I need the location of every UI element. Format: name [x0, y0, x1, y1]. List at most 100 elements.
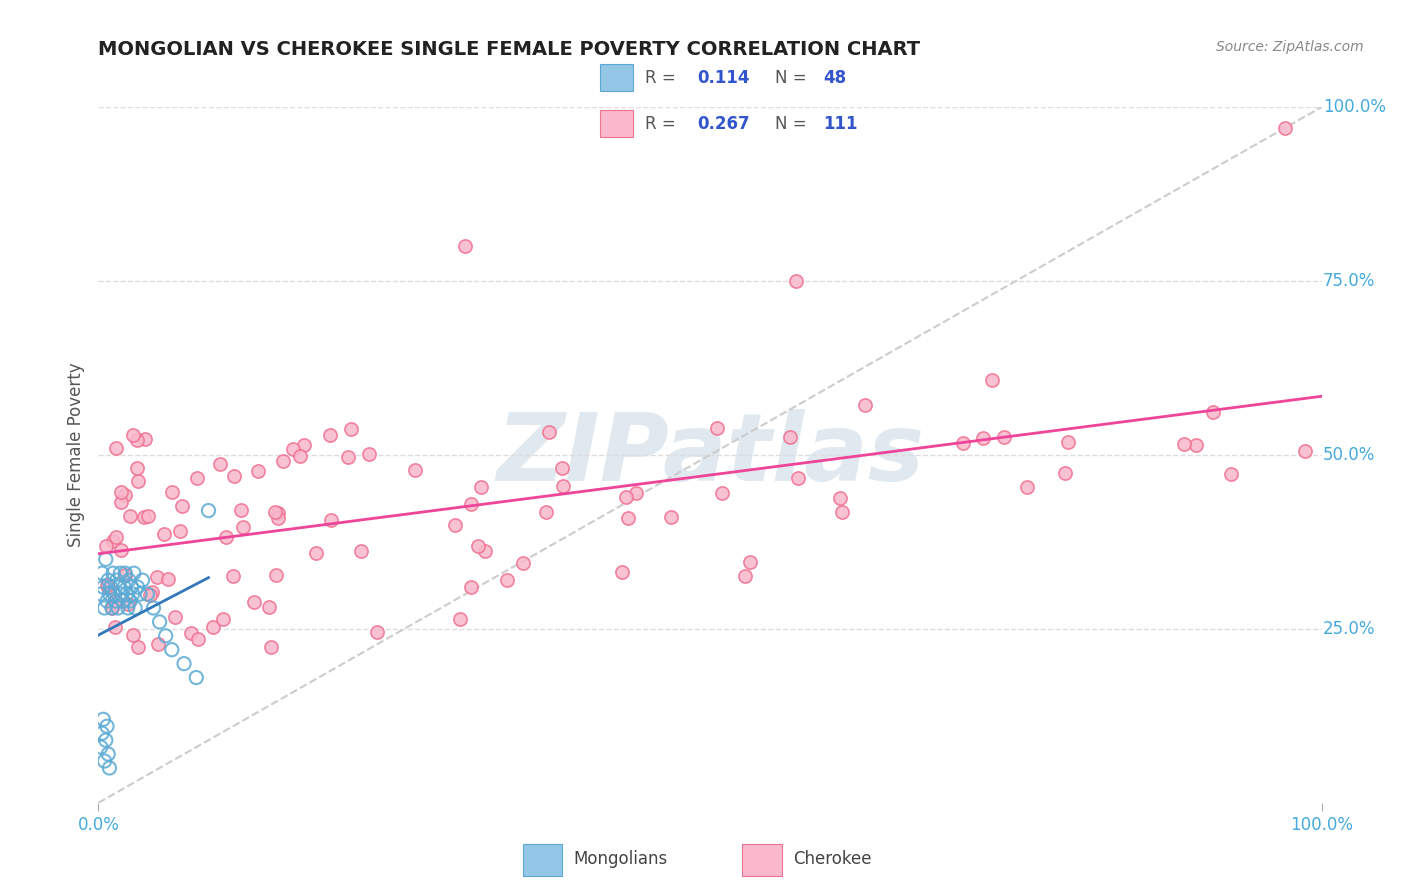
Point	[460, 580, 482, 594]
Point	[91, 566, 114, 581]
Point	[1220, 467, 1243, 481]
Point	[98, 761, 121, 775]
Text: MONGOLIAN VS CHEROKEE SINGLE FEMALE POVERTY CORRELATION CHART: MONGOLIAN VS CHEROKEE SINGLE FEMALE POVE…	[98, 40, 921, 59]
Point	[1053, 466, 1076, 480]
Point	[155, 629, 177, 643]
Point	[257, 600, 280, 615]
Point	[830, 491, 852, 506]
Point	[786, 471, 808, 485]
Text: 0.267: 0.267	[697, 115, 749, 133]
Point	[111, 594, 134, 608]
Point	[94, 539, 117, 553]
Point	[163, 609, 186, 624]
Point	[232, 520, 254, 534]
Point	[97, 573, 120, 587]
Point	[142, 601, 165, 615]
Point	[101, 597, 124, 611]
Point	[319, 428, 342, 442]
Point	[350, 544, 373, 558]
Point	[103, 587, 125, 601]
Point	[120, 594, 142, 608]
Point	[785, 274, 807, 288]
Point	[101, 601, 124, 615]
Point	[114, 568, 136, 582]
Point	[149, 615, 172, 629]
Point	[122, 566, 145, 581]
Point	[738, 555, 761, 569]
Point	[120, 580, 142, 594]
Point	[98, 587, 121, 601]
Point	[93, 601, 115, 615]
Point	[281, 442, 304, 457]
Point	[105, 573, 128, 587]
FancyBboxPatch shape	[742, 844, 782, 876]
Point	[993, 430, 1015, 444]
Point	[247, 464, 270, 478]
Point	[114, 488, 136, 502]
Point	[104, 620, 127, 634]
Point	[512, 556, 534, 570]
Text: ZIPatlas: ZIPatlas	[496, 409, 924, 501]
Point	[91, 712, 114, 726]
Point	[146, 570, 169, 584]
Point	[366, 624, 388, 639]
Point	[110, 566, 132, 581]
Point	[105, 441, 128, 455]
Point	[267, 506, 290, 520]
Point	[117, 601, 139, 615]
Point	[610, 565, 633, 579]
Point	[734, 569, 756, 583]
Point	[173, 657, 195, 671]
Point	[118, 508, 141, 523]
Point	[187, 632, 209, 646]
Point	[114, 566, 136, 581]
Point	[1202, 405, 1225, 419]
Text: 25.0%: 25.0%	[1323, 620, 1375, 638]
Point	[186, 671, 208, 685]
Text: Cherokee: Cherokee	[793, 849, 872, 868]
Point	[267, 511, 290, 525]
Point	[110, 495, 132, 509]
Point	[160, 642, 183, 657]
Point	[288, 449, 311, 463]
Point	[319, 513, 342, 527]
Point	[470, 479, 492, 493]
Point	[112, 580, 135, 594]
Point	[169, 524, 191, 538]
Point	[90, 587, 112, 601]
Point	[779, 430, 801, 444]
Point	[104, 594, 127, 608]
Point	[101, 566, 124, 581]
Point	[215, 530, 238, 544]
Point	[359, 447, 381, 461]
Point	[202, 619, 225, 633]
Point	[127, 640, 149, 655]
Point	[229, 502, 252, 516]
Point	[131, 573, 153, 587]
Point	[243, 595, 266, 609]
Point	[1274, 120, 1296, 135]
Point	[118, 573, 141, 587]
Point	[136, 587, 159, 601]
Point	[551, 461, 574, 475]
Point	[141, 585, 163, 599]
Y-axis label: Single Female Poverty: Single Female Poverty	[66, 363, 84, 547]
FancyBboxPatch shape	[523, 844, 562, 876]
Point	[222, 469, 245, 483]
Point	[624, 485, 647, 500]
Point	[96, 578, 118, 592]
Text: R =: R =	[645, 115, 682, 133]
Text: 48: 48	[824, 69, 846, 87]
Point	[115, 587, 138, 601]
Point	[209, 457, 232, 471]
Point	[134, 432, 156, 446]
Point	[90, 740, 112, 755]
Point	[97, 747, 120, 761]
Text: 0.114: 0.114	[697, 69, 749, 87]
Text: R =: R =	[645, 69, 682, 87]
Text: 50.0%: 50.0%	[1323, 446, 1375, 464]
Point	[534, 505, 557, 519]
Point	[127, 433, 149, 447]
Point	[831, 505, 853, 519]
Point	[710, 486, 733, 500]
